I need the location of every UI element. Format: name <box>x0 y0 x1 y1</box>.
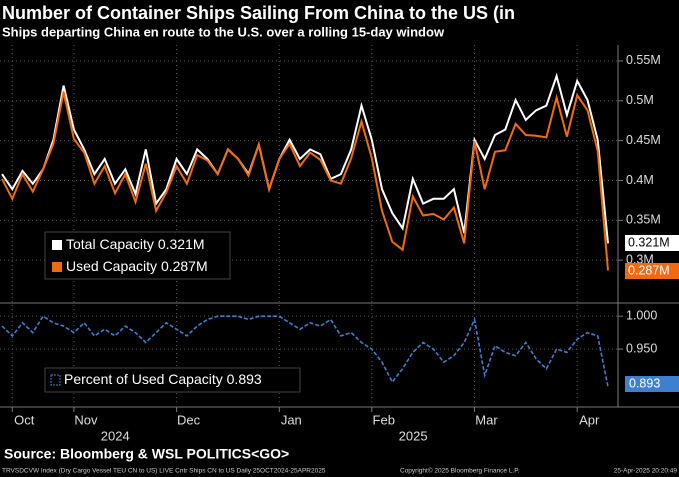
x-tick-label: Jan <box>281 412 302 427</box>
y-tick-label: 0.35M <box>626 213 661 227</box>
legend-label: Percent of Used Capacity <box>64 371 223 387</box>
value-box <box>625 263 679 279</box>
value-box <box>625 376 679 392</box>
x-tick-label: Nov <box>74 412 98 427</box>
legend-box <box>44 231 231 280</box>
value-label: 0.893 <box>629 376 660 390</box>
x-tick-label: Dec <box>177 412 201 427</box>
legend-swatch <box>50 374 61 386</box>
footer: 25-Apr-2025 20:20:49 <box>614 468 678 475</box>
legend-label: Used Capacity <box>66 258 157 274</box>
y-tick-label: 0.55M <box>626 53 661 67</box>
line-series <box>1 91 609 271</box>
footer: TRVSDCVW Index (Dry Cargo Vessel TEU CN … <box>2 468 326 475</box>
footer: Copyright© 2025 Bloomberg Finance L.P. <box>400 467 520 475</box>
value-box <box>625 235 679 251</box>
legend-label: Total Capacity <box>66 236 154 252</box>
legend-value: 0.287M <box>161 258 208 274</box>
x-tick-label: Apr <box>579 412 600 427</box>
y-tick-label: 0.4M <box>626 173 654 187</box>
value-label: 0.321M <box>628 235 670 249</box>
x-tick-label: Feb <box>373 412 395 427</box>
legend-value: 0.321M <box>158 236 205 252</box>
line-series <box>1 72 609 244</box>
y-tick-label: 0.3M <box>626 252 654 266</box>
y-tick-label: 0.45M <box>626 133 661 147</box>
x-tick-label: Mar <box>475 412 498 427</box>
legend-entry: Percent of Used Capacity 0.893 <box>64 371 262 387</box>
source: Source: Bloomberg & WSL POLITICS<GO> <box>4 446 289 462</box>
legend-box <box>44 367 301 393</box>
legend-swatch <box>52 240 62 250</box>
y-tick-label: 0.5M <box>626 93 654 107</box>
line-series <box>1 315 609 387</box>
legend-entry: Used Capacity 0.287M <box>66 258 208 274</box>
chart-subtitle: Ships departing China en route to the U.… <box>2 24 445 39</box>
y-tick-label: 1.000 <box>626 308 657 322</box>
legend-value: 0.893 <box>227 371 262 387</box>
year-label: 2025 <box>399 428 428 443</box>
x-tick-label: Oct <box>14 412 35 427</box>
y-tick-label: 0.950 <box>626 341 657 355</box>
value-label: 0.287M <box>628 263 670 277</box>
legend-swatch <box>52 262 62 272</box>
legend-entry: Total Capacity 0.321M <box>66 236 205 252</box>
year-label: 2024 <box>101 428 130 443</box>
chart-title: Number of Container Ships Sailing From C… <box>2 3 515 23</box>
